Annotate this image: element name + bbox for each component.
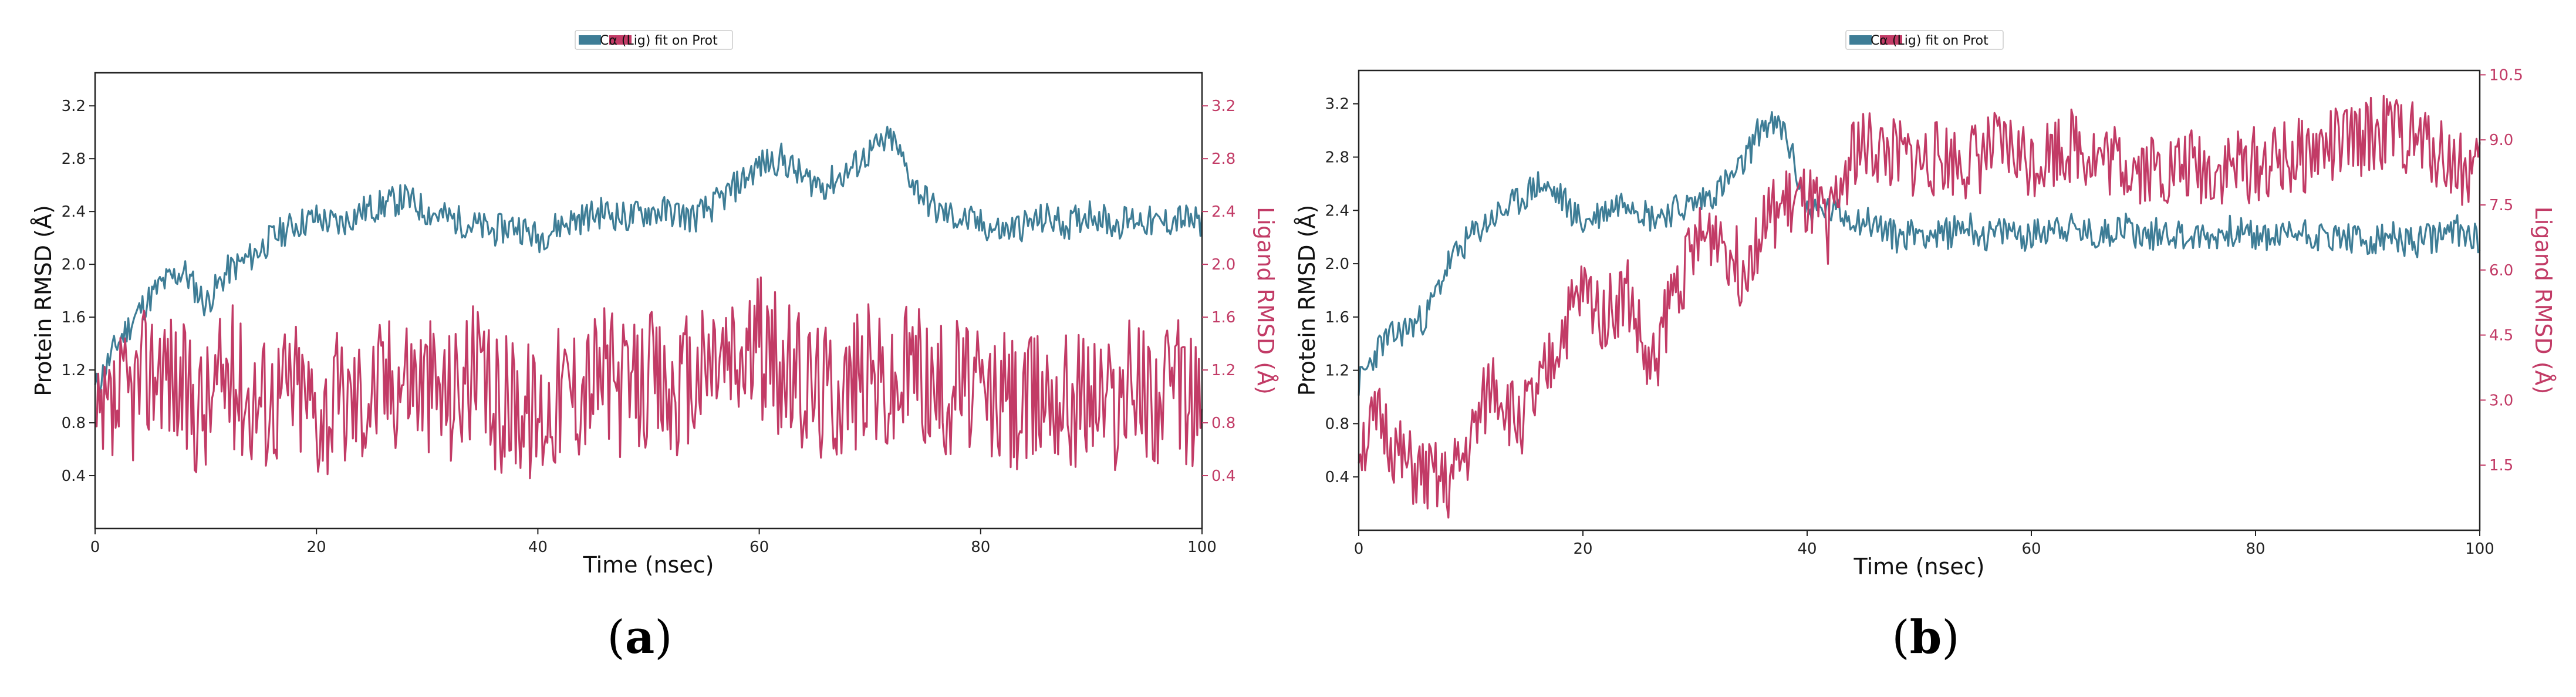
y-left-axis-title: Protein RMSD (Å) [1294,205,1320,396]
y-left-tick-label: 1.2 [62,362,86,379]
plot-frame [94,72,1203,530]
y-left-tick-label: 2.0 [1325,255,1349,273]
x-axis-title: Time (nsec) [1853,554,1985,580]
y-left-tick-label: 0.8 [1325,415,1349,433]
y-left-tick-label: 0.4 [62,467,86,485]
legend-swatch-protein [579,35,601,45]
y-left-tick-label: 3.2 [62,97,86,115]
x-tick-label: 60 [2021,540,2041,558]
y-right-tick-label: 1.6 [1211,309,1235,326]
y-right-tick-label: 4.5 [2489,327,2513,345]
y-left-tick-label: 1.2 [1325,362,1349,380]
x-tick-label: 40 [528,538,548,556]
y-left-tick-label: 0.8 [62,415,86,432]
y-right-tick-label: 7.5 [2489,197,2513,214]
series-line-ligand [1358,95,2481,519]
legend-label: Cα (Lig) fit on Prot [600,33,718,48]
y-right-tick-label: 3.0 [2489,392,2513,409]
x-tick-label: 20 [307,538,326,556]
x-tick-label: 60 [749,538,769,556]
plot-frame [1358,69,2481,531]
y-right-tick-label: 2.4 [1211,203,1235,221]
caption-b: (b) [1892,611,1960,664]
x-tick-label: 40 [1797,540,1817,558]
y-left-tick-label: 2.0 [62,256,86,274]
legend-swatch-protein [1849,35,1872,45]
y-left-tick-label: 2.8 [62,150,86,168]
x-tick-label: 100 [1187,538,1217,556]
chart-panel-a: 0 20 40 60 80 100 0.4 0.8 1.2 1.6 2.0 2.4 2.8 3.2 0.4 0… [0,0,1288,613]
y-right-axis-title: Ligand RMSD (Å) [1252,207,1278,395]
x-tick-label: 80 [2246,540,2265,558]
y-right-tick-label: 2.8 [1211,150,1235,168]
x-tick-label: 80 [971,538,990,556]
y-right-axis-title: Ligand RMSD (Å) [2530,207,2556,395]
y-right-tick-label: 1.2 [1211,362,1235,379]
legend-swatch-ligand [609,35,632,45]
legend-swatch-ligand [1880,35,1902,45]
y-left-tick-label: 2.8 [1325,149,1349,167]
y-right-tick-label: 2.0 [1211,256,1235,274]
y-right-tick-label: 10.5 [2489,66,2523,84]
y-left-tick-label: 2.4 [1325,202,1349,220]
x-tick-label: 0 [1354,540,1364,558]
x-tick-label: 100 [2465,540,2494,558]
chart-b-svg: 0 20 40 60 80 100 0.4 0.8 1.2 1.6 2.0 2.4 2.8 3.2 1.5 3… [1294,30,2556,580]
y-right-tick-label: 0.4 [1211,467,1235,485]
chart-a-svg: 0 20 40 60 80 100 0.4 0.8 1.2 1.6 2.0 2.4 2.8 3.2 0.4 0… [31,30,1278,578]
chart-panel-b: 0 20 40 60 80 100 0.4 0.8 1.2 1.6 2.0 2.4 2.8 3.2 1.5 3… [1288,0,2576,613]
y-right-tick-label: 9.0 [2489,132,2513,149]
y-left-tick-label: 1.6 [62,309,86,326]
x-axis-title: Time (nsec) [583,552,714,578]
y-left-tick-label: 0.4 [1325,469,1349,486]
y-left-axis-title: Protein RMSD (Å) [31,205,56,396]
x-tick-label: 20 [1573,540,1592,558]
y-left-tick-label: 1.6 [1325,309,1349,326]
y-right-tick-label: 3.2 [1211,97,1235,115]
y-left-tick-label: 3.2 [1325,96,1349,113]
legend-label: Cα (Lig) fit on Prot [1871,33,1988,48]
caption-a: (a) [607,611,673,664]
x-tick-label: 0 [90,538,100,556]
series-line-protein [1358,111,2481,396]
y-left-tick-label: 2.4 [62,203,86,221]
series-line-protein [94,126,1203,393]
y-right-tick-label: 6.0 [2489,262,2513,280]
y-right-tick-label: 0.8 [1211,415,1235,432]
series-line-ligand [94,276,1203,480]
y-right-tick-label: 1.5 [2489,457,2513,474]
